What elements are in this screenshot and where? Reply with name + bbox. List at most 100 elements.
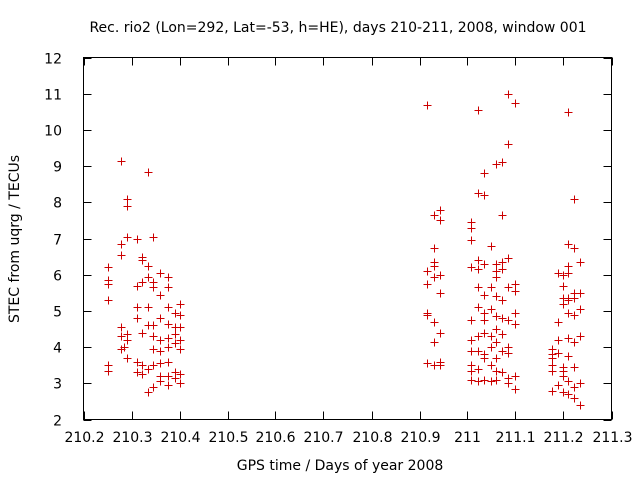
- data-point: [117, 323, 126, 332]
- data-point: [498, 211, 507, 220]
- data-point: [133, 314, 142, 323]
- data-point: [564, 269, 573, 278]
- data-point: [570, 363, 579, 372]
- data-point: [487, 305, 496, 314]
- y-tick-label: 6: [53, 269, 62, 285]
- data-point: [511, 385, 520, 394]
- data-point: [176, 323, 185, 332]
- data-point: [430, 211, 439, 220]
- data-point: [423, 280, 432, 289]
- data-point: [436, 361, 445, 370]
- data-point: [164, 343, 173, 352]
- x-tick-label: 210.4: [160, 430, 200, 446]
- data-point: [474, 377, 483, 386]
- data-point: [117, 157, 126, 166]
- data-point: [467, 316, 476, 325]
- data-point: [564, 309, 573, 318]
- data-point: [164, 372, 173, 381]
- data-point: [467, 263, 476, 272]
- data-point: [171, 339, 180, 348]
- data-point: [176, 379, 185, 388]
- data-point: [570, 311, 579, 320]
- data-point: [164, 320, 173, 329]
- data-point: [492, 260, 501, 269]
- data-point: [474, 365, 483, 374]
- y-tick-label: 10: [44, 124, 62, 140]
- data-point: [559, 372, 568, 381]
- data-point: [430, 273, 439, 282]
- data-point: [564, 334, 573, 343]
- data-point: [123, 195, 132, 204]
- data-point: [104, 296, 113, 305]
- data-point: [123, 233, 132, 242]
- data-point: [176, 300, 185, 309]
- data-point: [144, 365, 153, 374]
- data-point: [436, 289, 445, 298]
- data-point: [570, 394, 579, 403]
- data-point: [498, 296, 507, 305]
- data-point: [492, 273, 501, 282]
- data-point: [498, 314, 507, 323]
- data-point: [498, 368, 507, 377]
- data-point: [144, 168, 153, 177]
- data-point: [570, 383, 579, 392]
- data-point: [487, 242, 496, 251]
- data-point: [548, 354, 557, 363]
- data-point: [156, 314, 165, 323]
- data-point: [570, 338, 579, 347]
- x-tick-label: 211.2: [543, 430, 583, 446]
- data-point: [492, 376, 501, 385]
- data-point: [554, 336, 563, 345]
- data-point: [474, 347, 483, 356]
- plot-frame: [83, 57, 612, 420]
- data-point: [436, 216, 445, 225]
- data-point: [164, 283, 173, 292]
- data-point: [564, 352, 573, 361]
- data-point: [467, 336, 476, 345]
- data-point: [564, 377, 573, 386]
- data-point: [144, 262, 153, 271]
- data-point: [559, 282, 568, 291]
- data-point: [138, 329, 147, 338]
- data-point: [492, 367, 501, 376]
- data-point: [423, 359, 432, 368]
- data-point: [498, 265, 507, 274]
- chart-title: Rec. rio2 (Lon=292, Lat=-53, h=HE), days…: [89, 20, 586, 36]
- data-point: [133, 368, 142, 377]
- data-point: [559, 271, 568, 280]
- data-point: [511, 280, 520, 289]
- data-point: [467, 236, 476, 245]
- data-point: [144, 388, 153, 397]
- data-point: [176, 311, 185, 320]
- data-point: [149, 332, 158, 341]
- data-point: [480, 191, 489, 200]
- data-point: [480, 316, 489, 325]
- x-tick-label: 210.9: [400, 430, 440, 446]
- y-axis: 2 3 4 5 6 7 8 9 10 11 12: [44, 52, 612, 430]
- data-point: [171, 309, 180, 318]
- data-point: [554, 381, 563, 390]
- data-point: [480, 260, 489, 269]
- data-point: [487, 283, 496, 292]
- data-point: [487, 343, 496, 352]
- data-point: [164, 358, 173, 367]
- data-point: [474, 256, 483, 265]
- data-point: [554, 318, 563, 327]
- data-point: [156, 336, 165, 345]
- data-point: [133, 303, 142, 312]
- data-point: [492, 312, 501, 321]
- data-point: [133, 358, 142, 367]
- data-point: [564, 296, 573, 305]
- data-point: [138, 256, 147, 265]
- data-point: [467, 367, 476, 376]
- data-point: [511, 320, 520, 329]
- data-point: [149, 283, 158, 292]
- data-point: [133, 235, 142, 244]
- data-point: [487, 332, 496, 341]
- data-point: [430, 318, 439, 327]
- data-point: [570, 244, 579, 253]
- y-tick-label: 4: [53, 341, 62, 357]
- data-point: [504, 379, 513, 388]
- x-axis-label: GPS time / Days of year 2008: [237, 458, 444, 474]
